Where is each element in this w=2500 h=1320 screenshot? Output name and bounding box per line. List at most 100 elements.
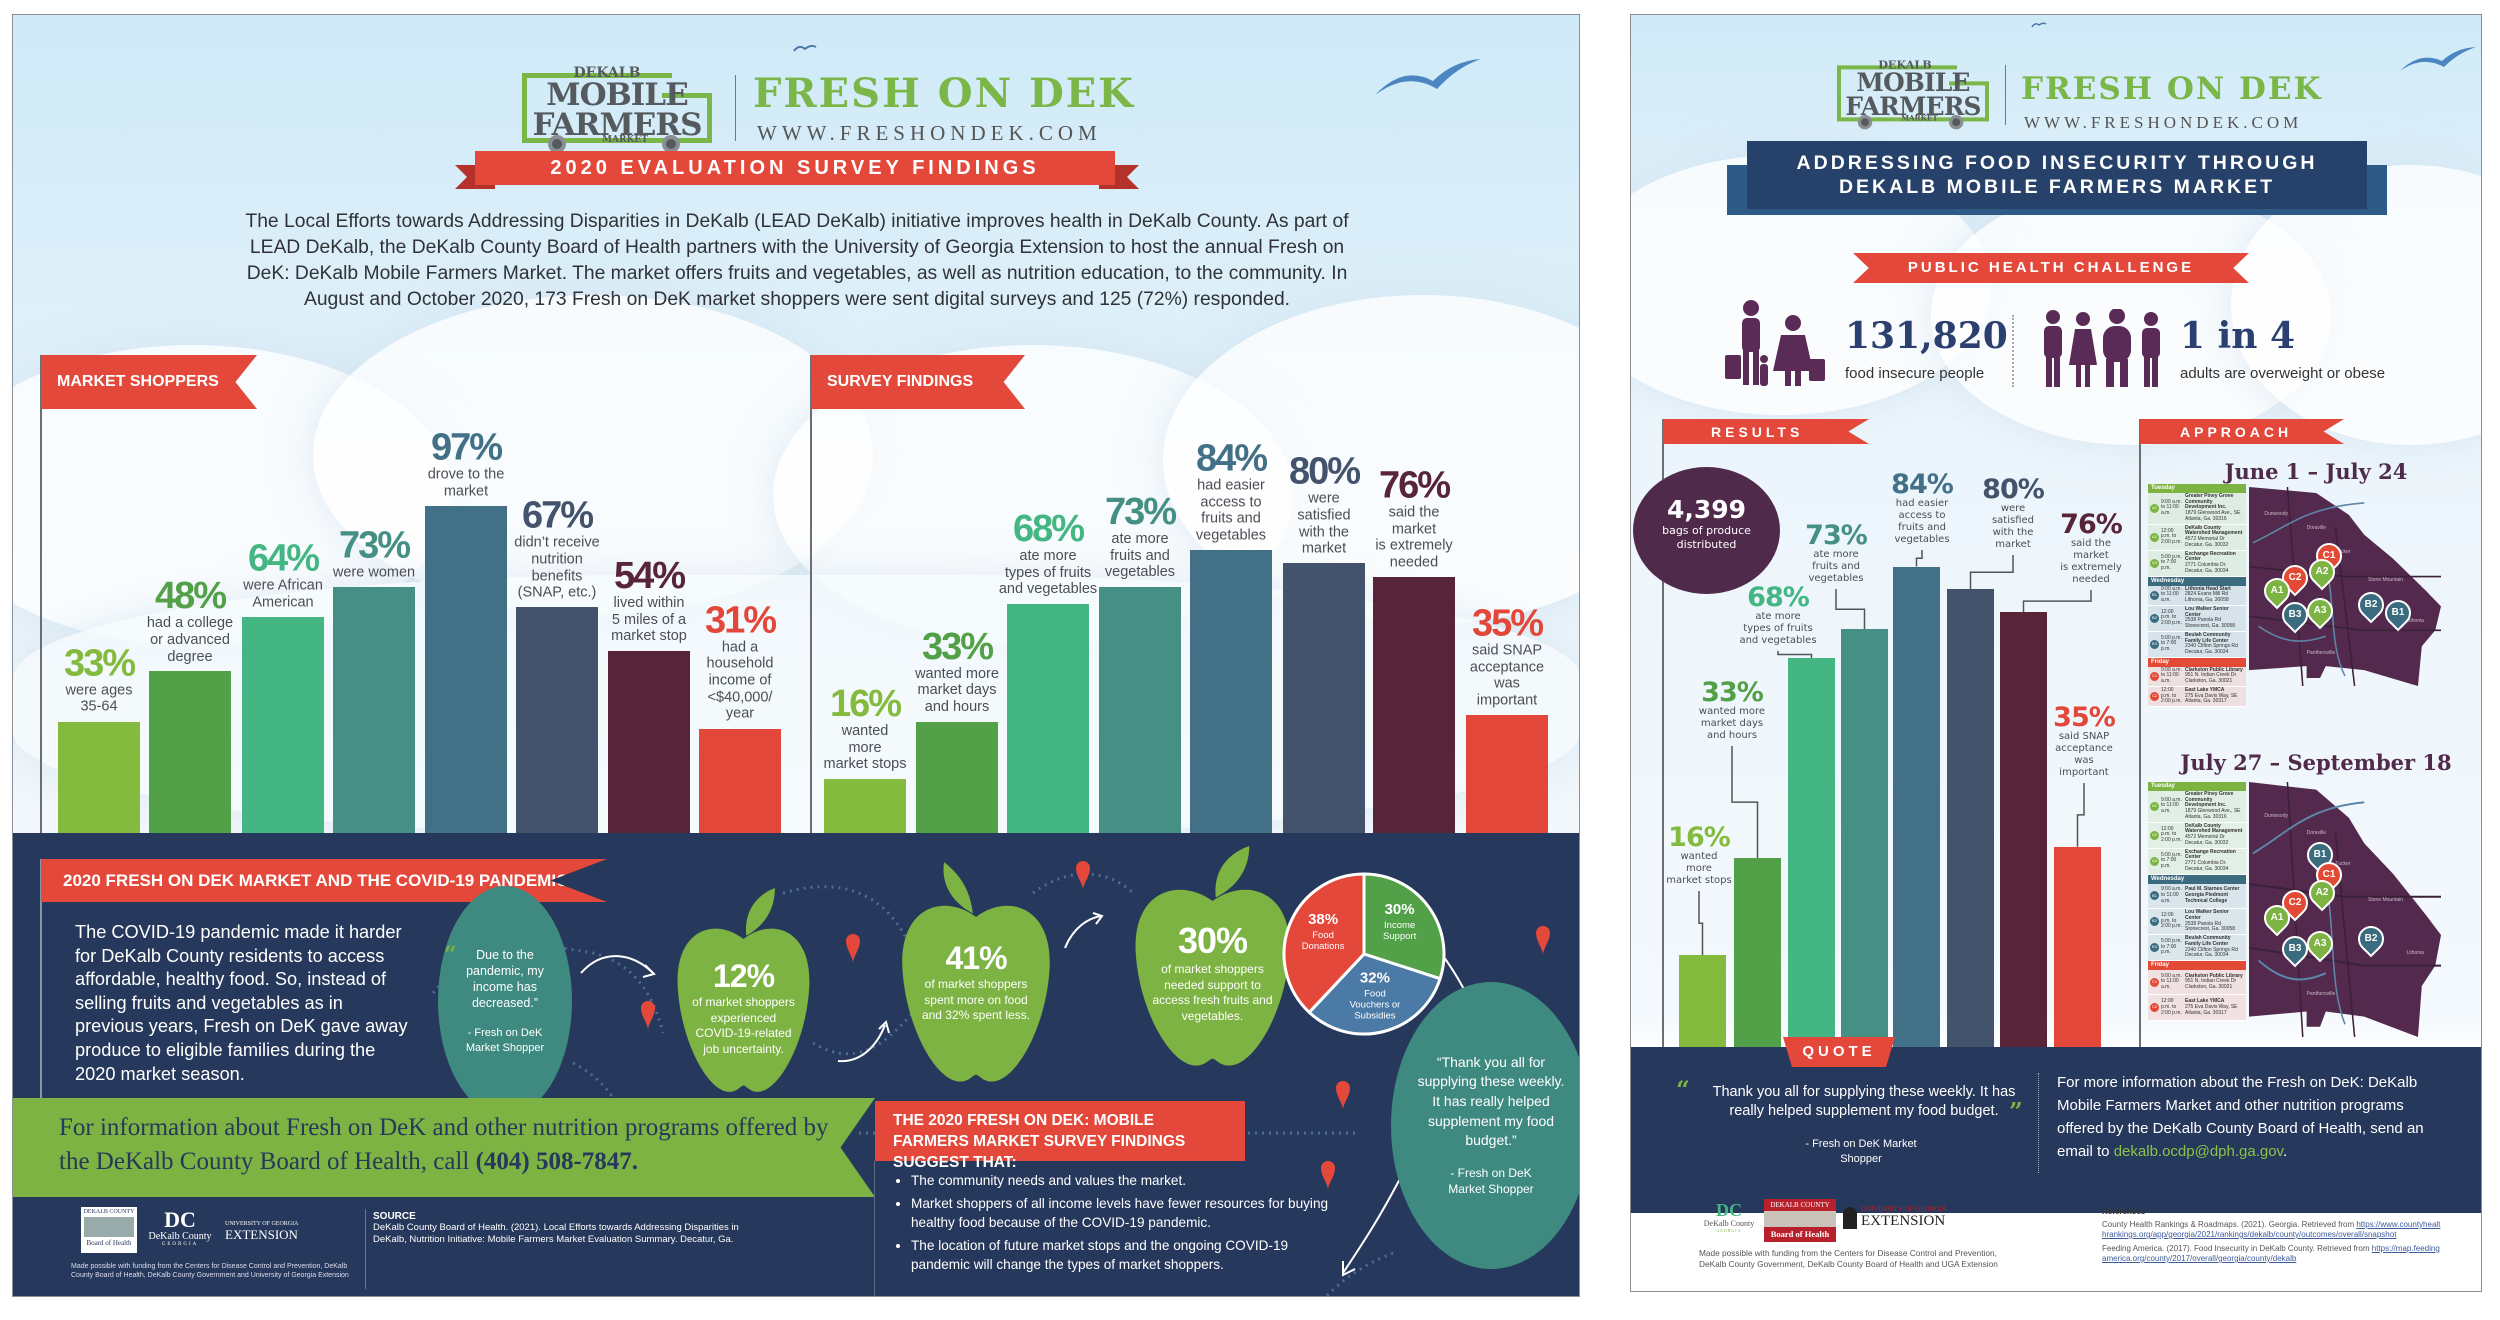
bar-category: were ages 35-64 [65, 682, 133, 716]
bar [1734, 858, 1781, 1047]
location-pin-icon: A2 [2150, 532, 2159, 542]
public-health-challenge-banner: PUBLIC HEALTH CHALLENGE [1853, 253, 2249, 283]
quote-mark-icon: “ [1676, 1075, 1690, 1104]
pie-label: Vouchers or [1350, 1000, 1401, 1011]
intro-paragraph: The Local Efforts towards Addressing Dis… [245, 211, 1349, 310]
reference-link[interactable]: https://www.countyhealthrankings.org/app… [2102, 1220, 2441, 1239]
reference-link[interactable]: https://map.feedingamerica.org/county/20… [2102, 1244, 2440, 1263]
email-link[interactable]: dekalb.ocdp@dph.ga.gov [2113, 1143, 2283, 1160]
map-pin-label: B3 [2288, 609, 2302, 621]
funding-note: Made possible with funding from the Cent… [71, 1263, 349, 1279]
schedule-row: B2 12:00 p.m. to 2:00 p.m. Lou Walker Seni… [2148, 909, 2246, 936]
website-url[interactable]: WWW.FRESHONDEK.COM [2024, 113, 2303, 132]
pie-value: 30% [1385, 901, 1415, 918]
market-shoppers-flag: MARKET SHOPPERS [41, 355, 257, 409]
schedule-day-header: Tuesday [2148, 484, 2246, 493]
quote-attribution: - Fresh on DeK Market Shopper [465, 1026, 545, 1054]
quote-tab: QUOTE [1783, 1037, 1895, 1067]
bar [824, 779, 906, 833]
bar-category: ate more types of fruits and vegetables [998, 547, 1098, 598]
bar-category: had a college or advanced degree [146, 615, 234, 665]
phone-number[interactable]: (404) 508-7847. [475, 1148, 639, 1175]
stat-value: 41% [945, 940, 1007, 976]
bar-label: 35% said SNAP acceptance was important [1442, 604, 1572, 709]
schedule-row: A2 12:00 p.m. to 2:00 p.m. DeKalb County W… [2148, 822, 2246, 849]
bar-label: 80% were satisfied with the market [1259, 453, 1389, 558]
shopper-quote-1: “ Due to the pandemic, my income has decr… [438, 886, 572, 1116]
info-banner [13, 1098, 875, 1197]
uga-arch-icon [1843, 1207, 1857, 1229]
schedule-location: East Lake YMCA 275 Eva Davis Way, SE Atla… [2185, 687, 2244, 705]
flag-pole [810, 355, 812, 835]
bar [333, 586, 415, 833]
brand-title: FRESH ON DEK [753, 70, 1136, 117]
bar-value: 48% [154, 575, 227, 618]
pie-label: Subsidies [1354, 1011, 1395, 1022]
map-place-label: Panthersville [2306, 650, 2336, 657]
website-url[interactable]: WWW.FRESHONDEK.COM [757, 121, 1102, 145]
schedule-row: C2 12:00 p.m. to 2:00 p.m. East Lake YMCA 2… [2148, 995, 2246, 1022]
bar-label: 84% had easier access to fruits and veget… [1166, 439, 1296, 544]
location-pin-icon: B1 [2150, 891, 2159, 901]
location-name: Lou Walker Senior Center [2185, 605, 2229, 618]
bar [699, 728, 781, 833]
bar-value: 33% [921, 625, 994, 668]
leader-line [1915, 550, 1923, 567]
references: References County Health Rankings & Road… [2102, 1207, 2441, 1263]
schedule-period-title: June 1 – July 24 [2224, 459, 2408, 484]
divider [735, 75, 736, 141]
location-pin-icon: A2 [2150, 830, 2159, 840]
bar [1373, 576, 1455, 833]
schedule-location: Beulah Community Family Life Center 2340 … [2185, 632, 2244, 656]
food-insecurity-poster: DEKALB MOBILE FARMERS MARKET FRESH ON DE… [1630, 14, 2482, 1292]
location-pin-icon: B3 [2150, 639, 2159, 649]
bar-value: 80% [1288, 450, 1361, 493]
location-name: DeKalb County Watershed Management [2185, 524, 2243, 537]
schedule-location: Clarkston Public Library 951 N. Indian Cr… [2185, 973, 2244, 991]
flag-pole [40, 355, 42, 835]
stat-text: of market shoppers experienced COVID-19-… [692, 995, 795, 1056]
pie-slice [1307, 952, 1442, 1036]
map-pin-icons [641, 861, 1550, 1190]
leader-line [1969, 555, 2014, 590]
location-address: 1879 Glenwood Ave., SE Atlanta, Ga. 3031… [2185, 510, 2241, 522]
leader-line [2022, 590, 2092, 613]
map-place-label: Doraville [2306, 830, 2327, 837]
location-pin-icon: C2 [2150, 1003, 2159, 1013]
schedule-time: 12:00 p.m. to 2:00 p.m. [2161, 825, 2182, 844]
location-pin-icon: C1 [2150, 671, 2159, 681]
schedule-period-title: July 27 – September 18 [2180, 750, 2452, 775]
map-place-label: Doraville [2306, 524, 2327, 531]
location-address: 2538 Panola Rd Stonecrest, Ga. 30058 [2185, 617, 2236, 630]
funding-note: Made possible with funding from the Cent… [1699, 1248, 1998, 1269]
bar-value: 76% [2060, 509, 2123, 540]
bar-category: wanted more market days and hours [915, 665, 999, 716]
bar [2054, 846, 2101, 1047]
apple-icon [677, 888, 810, 1092]
schedule-table: Tuesday A1 9:00 a.m. to 11:00 a.m. Greater … [2148, 484, 2246, 708]
schedule-time: 9:00 a.m. to 11:00 a.m. [2161, 972, 2182, 991]
bar-value: 54% [613, 555, 686, 597]
bar [425, 506, 507, 833]
results-flag: RESULTS [1663, 419, 1869, 444]
bar-category: lived within 5 miles of a market stop [611, 595, 687, 645]
schedule-time: 12:00 p.m. to 2:00 p.m. [2161, 527, 2182, 546]
map-place-label: Stone Mountain [2368, 896, 2404, 903]
bar-label: 76% said the market is extremely needed [2036, 511, 2146, 586]
bar-category: were women [332, 564, 416, 581]
schedule-row: B3 5:00 p.m. to 7:00 p.m. Beulah Community… [2148, 631, 2246, 658]
map-place-label: Panthersville [2306, 991, 2336, 998]
bar-category: ate more fruits and vegetables [1808, 549, 1864, 584]
bar-value: 35% [2053, 702, 2116, 733]
stat-text: of market shoppers spent more on food an… [921, 977, 1031, 1023]
pie-label: Income [1384, 920, 1415, 931]
schedule-location: Greater Piney Grove Community Developmen… [2185, 493, 2244, 523]
bar-category: said the market is extremely needed [1375, 504, 1453, 571]
map-place-label: Stone Mountain [2368, 576, 2404, 583]
schedule-time: 12:00 p.m. to 2:00 p.m. [2161, 608, 2182, 627]
bar-value: 73% [1104, 490, 1177, 533]
bar-label: 84% had easier access to fruits and veget… [1867, 471, 1977, 546]
bar-category: didn’t receive nutrition benefits (SNAP,… [514, 534, 600, 601]
bar [2000, 612, 2047, 1047]
map-pin-label: A3 [2313, 937, 2326, 949]
